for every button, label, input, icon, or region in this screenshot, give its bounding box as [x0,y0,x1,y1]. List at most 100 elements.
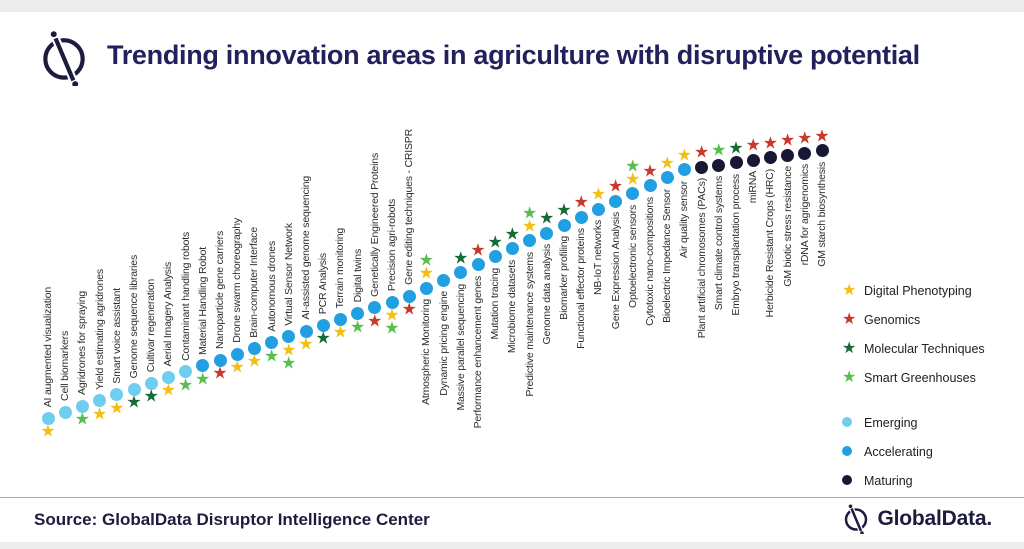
smart-greenhouses-star-icon: ★ [195,369,211,389]
digital-phenotyping-star-icon: ★ [842,281,857,299]
legend-label: Genomics [864,312,921,327]
data-point-label: Cell biomarkers [59,331,72,402]
data-point-phase-dot [333,312,347,326]
maturing-dot-icon [842,474,852,485]
genomics-star-icon: ★ [797,128,813,148]
data-point-label: Nanoparticle gene carriers [214,231,226,349]
digital-phenotyping-star-icon: ★ [229,357,245,377]
data-point-phase-dot [419,281,433,295]
legend-item-molecular-techniques: ★ Molecular Techniques [842,334,985,363]
data-point-phase-dot [488,250,502,264]
legend-item-maturing: Maturing [842,466,985,495]
digital-phenotyping-star-icon: ★ [109,398,125,418]
digital-phenotyping-star-icon: ★ [676,145,693,165]
smart-greenhouses-star-icon: ★ [418,250,435,270]
data-point-label: Gene editing techniques - CRISPR [403,129,416,286]
data-point-label: Embryo transplantation process [730,173,742,316]
data-point-label: GM starch biosynthesis [816,161,828,267]
data-point-label: GM biotic stress resistance [781,166,794,288]
data-point-phase-dot [110,388,124,402]
genomics-star-icon: ★ [745,135,761,155]
data-point-phase-dot [540,226,554,240]
legend-label: Molecular Techniques [864,341,985,356]
data-point-phase-dot [557,218,571,232]
emerging-dot-icon [842,416,852,427]
data-point-label: AI augmented visualization [42,286,54,407]
data-point-phase-dot [230,347,244,361]
digital-phenotyping-star-icon: ★ [246,352,263,372]
digital-phenotyping-star-icon: ★ [625,169,641,189]
data-point-phase-dot [574,210,588,224]
data-point-phase-dot [179,365,193,379]
digital-phenotyping-star-icon: ★ [40,421,56,441]
data-point-label: Cytotoxic nano-compositions [644,196,656,326]
footer-brand: GlobalData. [841,504,993,534]
data-point-phase-dot [144,376,158,390]
data-point-phase-dot [247,341,261,355]
smart-greenhouses-star-icon: ★ [263,346,280,366]
brand-name: GlobalData. [877,507,993,530]
data-point-label: Autonomous drones [265,241,278,332]
data-point-label: Air quality sensor [678,180,691,258]
smart-greenhouses-star-icon: ★ [842,368,857,386]
molecular-techniques-star-icon: ★ [487,232,503,252]
genomics-star-icon: ★ [814,126,830,146]
genomics-star-icon: ★ [212,363,228,383]
genomics-star-icon: ★ [367,311,383,331]
molecular-techniques-star-icon: ★ [842,339,857,357]
smart-greenhouses-star-icon: ★ [711,140,727,160]
legend-item-emerging: Emerging [842,408,985,437]
data-point-label: rDNA for agrigenomics [798,164,811,266]
data-point-phase-dot [505,242,519,256]
legend-group-gap [842,392,985,408]
data-point-label: Smart climate control systems [712,176,725,311]
smart-greenhouses-star-icon: ★ [349,317,366,337]
data-point-label: Mutation tracing [489,267,502,340]
genomics-star-icon: ★ [842,310,857,328]
data-point-label: Bioelectric Impedance Sensor [661,188,674,323]
legend-label: Smart Greenhouses [864,370,976,385]
data-point-label: Plant artificial chromosomes (PACs) [695,178,708,339]
legend-item-accelerating: Accelerating [842,437,985,466]
data-point-phase-dot [316,318,330,332]
data-point-label: Microbiome datasets [506,259,519,353]
digital-phenotyping-star-icon: ★ [384,305,400,325]
legend-item-genomics: ★ Genomics [842,305,985,334]
smart-greenhouses-star-icon: ★ [625,156,641,176]
globaldata-logo-icon [43,31,85,86]
data-point-phase-dot [695,160,709,174]
legend-item-digital-phenotyping: ★ Digital Phenotyping [842,276,985,305]
data-point-phase-dot [677,163,691,177]
data-point-phase-dot [265,336,279,350]
data-point-label: Terrain monitoring [334,227,347,309]
data-point-phase-dot [781,148,795,162]
digital-phenotyping-star-icon: ★ [91,404,108,424]
data-point-phase-dot [454,266,468,279]
data-point-phase-dot [763,151,777,165]
data-point-phase-dot [161,370,175,384]
data-point-label: Genome data analysis [540,244,553,345]
data-point-label: Gene Expression Analysis [609,212,622,330]
data-point-label: Biomarker profiling [558,236,570,320]
genomics-star-icon: ★ [762,133,779,153]
accelerating-dot-icon [842,445,852,456]
footer-divider [0,497,1024,498]
molecular-techniques-star-icon: ★ [315,328,331,348]
digital-phenotyping-star-icon: ★ [298,334,314,354]
molecular-techniques-star-icon: ★ [728,138,744,158]
molecular-techniques-star-icon: ★ [453,248,469,268]
digital-phenotyping-star-icon: ★ [332,323,349,343]
bottom-edge-strip [0,542,1024,549]
genomics-star-icon: ★ [642,161,658,181]
data-point-phase-dot [282,330,296,344]
data-point-label: Massive parallel sequencing [454,283,467,411]
genomics-star-icon: ★ [573,192,589,212]
chart-legend: ★ Digital Phenotyping ★ Genomics ★ Molecular … [842,276,985,495]
digital-phenotyping-star-icon: ★ [281,340,297,360]
data-point-phase-dot [643,179,657,193]
legend-label: Emerging [864,415,918,430]
data-point-phase-dot [196,359,210,373]
smart-greenhouses-star-icon: ★ [384,318,400,338]
globaldata-logo-icon [844,504,867,534]
data-point-phase-dot [626,187,640,200]
